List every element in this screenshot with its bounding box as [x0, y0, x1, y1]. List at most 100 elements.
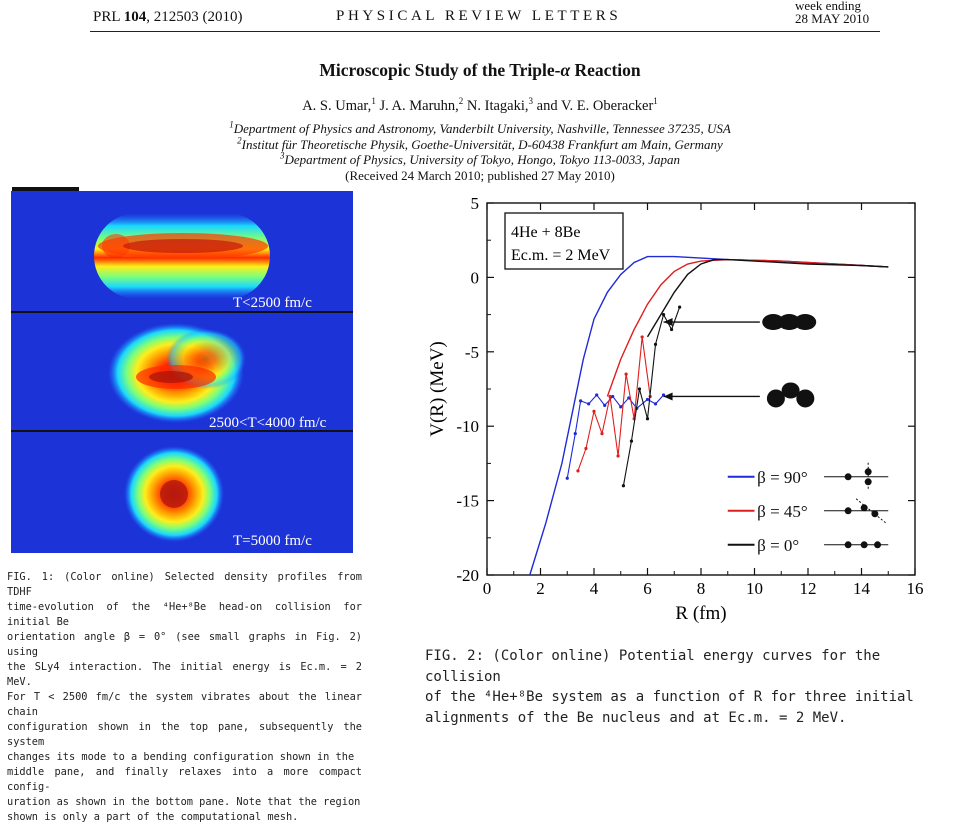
data-point	[624, 372, 628, 376]
affiliation-3: 3Department of Physics, University of To…	[279, 150, 681, 167]
figure-1-density-panels: T<2500 fm/c 2500<T<4000 fm/c T=5000 fm/c	[11, 191, 353, 553]
journal-name: PHYSICAL REVIEW LETTERS	[336, 8, 622, 24]
panel-2-label: 2500<T<4000 fm/c	[209, 415, 327, 431]
caption-line: FIG. 1: (Color online) Selected density …	[7, 571, 362, 598]
caption-line: the SLy4 interaction. The initial energy…	[7, 661, 362, 688]
legend-nucleus	[844, 473, 852, 481]
caption-line: alignments of the Be nucleus and at Ec.m…	[425, 709, 847, 726]
panel-1-label: T<2500 fm/c	[233, 295, 312, 311]
arrow-head-linear	[663, 318, 673, 327]
caption-line: uration as shown in the bottom pane. Not…	[7, 796, 361, 808]
legend-nucleus	[844, 507, 852, 515]
alpha-particle-linear	[778, 314, 801, 331]
journal-reference: PRL 104, 212503 (2010)	[93, 9, 243, 25]
caption-line: configuration shown in the top pane, sub…	[7, 721, 362, 748]
caption-line: For T < 2500 fm/c the system vibrates ab…	[7, 691, 362, 718]
y-tick-label: -5	[465, 343, 479, 362]
paper-title: Microscopic Study of the Triple-α Reacti…	[319, 60, 641, 80]
legend-nucleus	[844, 541, 852, 549]
x-tick-label: 6	[643, 579, 652, 598]
x-tick-label: 12	[800, 579, 817, 598]
legend-nucleus	[874, 541, 882, 549]
data-point	[592, 409, 596, 413]
legend-label: β = 90°	[757, 468, 808, 487]
x-tick-label: 8	[697, 579, 706, 598]
series-oscillation	[622, 306, 681, 486]
x-tick-label: 10	[746, 579, 763, 598]
legend-nucleus	[860, 541, 868, 549]
series-oscillation	[577, 336, 651, 472]
data-point	[669, 327, 674, 332]
legend-nucleus	[864, 478, 872, 486]
figure-tab-mark	[12, 187, 79, 191]
data-point	[595, 393, 599, 397]
legend-label: β = 45°	[757, 502, 808, 521]
author-list: A. S. Umar,1 J. A. Maruhn,2 N. Itagaki,3…	[302, 96, 658, 114]
series-line	[606, 258, 889, 397]
figure-1-caption: FIG. 1: (Color online) Selected density …	[7, 570, 362, 825]
affiliation-1: 1Department of Physics and Astronomy, Va…	[229, 119, 731, 136]
legend-nucleus	[860, 504, 868, 512]
data-point	[619, 405, 623, 409]
legend-nucleus	[871, 510, 879, 518]
data-point	[637, 387, 642, 391]
data-point	[629, 439, 634, 443]
data-point	[653, 342, 658, 346]
alpha-particle-bent	[796, 389, 815, 408]
data-point	[603, 403, 607, 407]
x-tick-label: 4	[590, 579, 599, 598]
caption-line: orientation angle β = 0° (see small grap…	[7, 631, 362, 658]
caption-line: middle pane, and finally relaxes into a …	[7, 766, 362, 793]
data-point	[565, 476, 569, 480]
x-axis-label: R (fm)	[675, 603, 726, 624]
data-point	[584, 446, 588, 451]
legend-label: β = 0°	[757, 536, 799, 555]
figure-2-potential-chart: 0 2 4 6 8 10 12 14 16 5 0 -5 -10 -15 -20 R (fm) V(R) (…	[427, 194, 924, 624]
caption-line: changes its mode to a bending configurat…	[7, 751, 355, 763]
header-rule	[90, 31, 880, 32]
data-point	[621, 484, 626, 488]
series-2	[621, 258, 889, 488]
data-point	[611, 394, 615, 399]
figure-2-caption: FIG. 2: (Color online) Potential energy …	[425, 646, 935, 728]
inset-reaction: 4He + 8Be	[511, 224, 580, 241]
data-point	[653, 402, 658, 406]
y-tick-label: -10	[456, 417, 479, 436]
data-point	[608, 394, 612, 399]
data-point	[645, 397, 650, 402]
density-panel-bending: 2500<T<4000 fm/c	[108, 323, 327, 431]
data-point	[678, 305, 682, 309]
alpha-particle-bent	[781, 382, 800, 399]
series-1	[576, 258, 889, 473]
y-axis-label: V(R) (MeV)	[427, 341, 448, 437]
inset-energy: Ec.m. = 2 MeV	[511, 247, 611, 264]
x-tick-label: 14	[853, 579, 871, 598]
caption-line: FIG. 2: (Color online) Potential energy …	[425, 648, 881, 685]
density-panel-compact: T=5000 fm/c	[124, 446, 312, 549]
y-tick-label: -20	[456, 566, 479, 585]
data-point	[661, 393, 666, 397]
alpha-particle-linear	[794, 314, 817, 331]
received-date: (Received 24 March 2010; published 27 Ma…	[345, 168, 615, 183]
week-ending-label: week ending	[795, 0, 862, 13]
y-tick-label: 5	[471, 194, 480, 213]
data-point	[627, 396, 631, 400]
issue-date-value: 28 MAY 2010	[795, 11, 870, 26]
arrow-head-bent	[663, 392, 673, 401]
caption-line: of the ⁴He+⁸Be system as a function of R…	[425, 689, 914, 705]
alpha-particle-linear	[762, 314, 785, 331]
data-point	[579, 399, 583, 403]
data-point	[661, 313, 666, 317]
affiliation-2: 2Institut für Theoretische Physik, Goeth…	[237, 135, 723, 152]
y-tick-label: 0	[471, 268, 480, 287]
caption-line: shown is only a part of the computationa…	[7, 811, 299, 823]
data-point	[600, 432, 604, 436]
x-tick-label: 0	[483, 579, 492, 598]
alpha-particle-bent	[766, 389, 785, 408]
data-point	[573, 432, 577, 436]
data-point	[640, 335, 644, 339]
x-tick-label: 16	[907, 579, 924, 598]
data-point	[576, 469, 580, 473]
x-tick-label: 2	[536, 579, 545, 598]
panel-3-label: T=5000 fm/c	[233, 533, 312, 549]
